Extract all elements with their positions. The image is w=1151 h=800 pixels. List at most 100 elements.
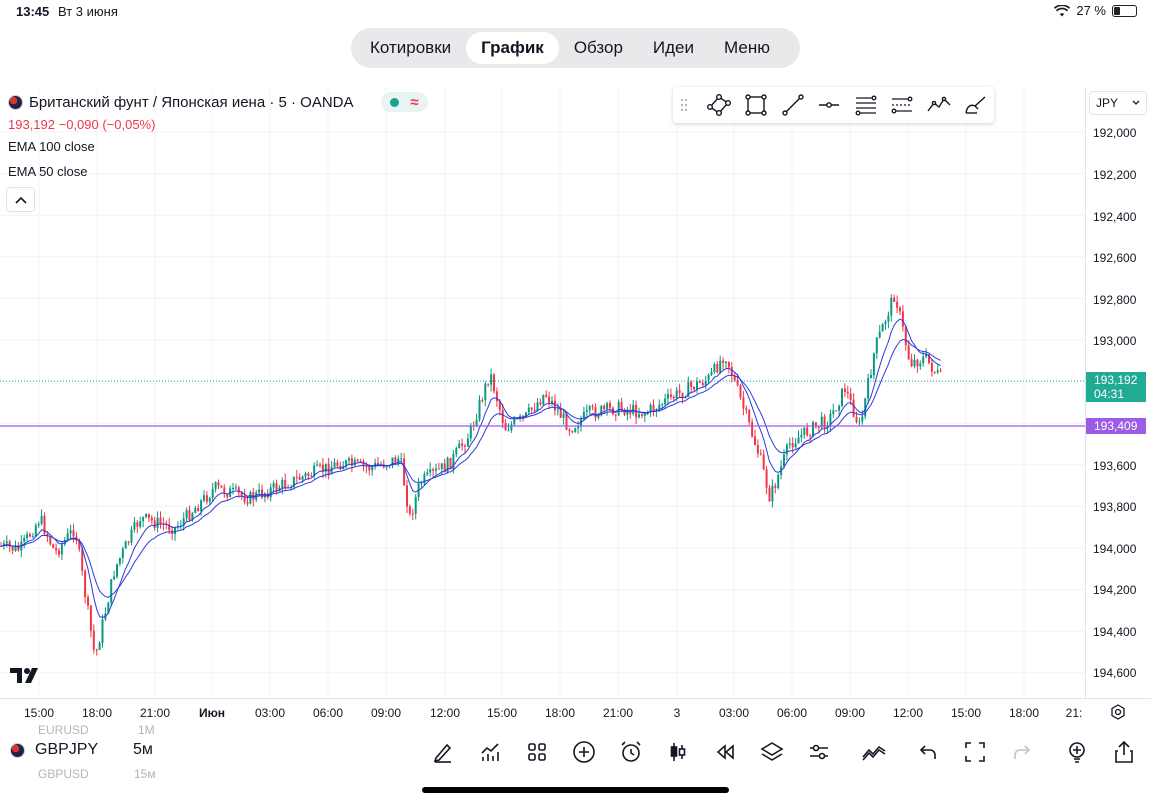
add-button[interactable] (570, 738, 598, 766)
candle-body (78, 540, 81, 550)
price-tick: 192,800 (1093, 293, 1137, 307)
candle-body (304, 473, 307, 477)
tab-overview[interactable]: Обзор (573, 38, 623, 57)
parallel-channel-tool[interactable] (884, 90, 921, 120)
current-price-label: 193,192 04:31 (1086, 372, 1146, 402)
fullscreen-button[interactable] (961, 738, 989, 766)
rectangle-tool[interactable] (738, 90, 775, 120)
candle-body (849, 393, 852, 400)
candle-body (440, 463, 443, 469)
trend-line-tool[interactable] (774, 90, 811, 120)
compare-lines-icon (862, 745, 886, 761)
candle-body (26, 534, 29, 538)
candle-body (774, 485, 777, 488)
interval-selector[interactable]: 5м (133, 741, 153, 758)
pencil-icon (433, 743, 452, 763)
time-tick: 03:00 (254, 706, 286, 720)
price-tick: 193,800 (1093, 500, 1137, 514)
collapse-legend-button[interactable] (6, 187, 35, 212)
fib-retracement-tool[interactable] (847, 90, 884, 120)
object-tree-button[interactable] (758, 738, 786, 766)
alert-button[interactable] (617, 738, 645, 766)
time-tick: 09:00 (834, 706, 866, 720)
candle-body (124, 541, 127, 549)
chart-type-button[interactable] (664, 738, 692, 766)
candle-body (765, 469, 768, 488)
compare-button[interactable] (860, 738, 888, 766)
symbol-legend[interactable]: Британский фунт / Японская иена · 5 · OA… (8, 94, 354, 111)
brush-icon (965, 96, 986, 114)
candle-body (391, 457, 394, 466)
undo-button[interactable] (914, 738, 942, 766)
tab-ideas[interactable]: Идеи (652, 38, 695, 57)
time-tick: 21: (1065, 706, 1083, 720)
undo-icon (919, 745, 936, 759)
candle-body (420, 483, 423, 485)
drag-handle-icon[interactable] (679, 97, 689, 113)
candle-body (806, 427, 809, 436)
candle-body (588, 406, 591, 411)
candle-body (501, 409, 504, 424)
time-tick: 06:00 (776, 706, 808, 720)
candle-body (864, 398, 867, 417)
candle-body (185, 510, 188, 519)
replay-button[interactable] (711, 738, 739, 766)
candle-body (452, 454, 455, 470)
settings-button[interactable] (805, 738, 833, 766)
candle-body (159, 517, 162, 524)
chart-settings-icon[interactable] (1110, 704, 1126, 720)
candle-body (368, 466, 371, 471)
brush-tool[interactable] (957, 90, 994, 120)
candle-body (553, 400, 556, 411)
candle-body (545, 394, 548, 397)
indicators-button[interactable] (476, 738, 504, 766)
tab-chart[interactable]: График (466, 32, 559, 64)
candle-body (896, 301, 899, 308)
current-price-value: 193,192 (1094, 373, 1138, 387)
currency-selector[interactable]: JPY (1089, 91, 1147, 115)
candle-body (814, 422, 817, 427)
market-status-badge[interactable]: ≈ (381, 92, 428, 112)
candle-body (884, 321, 887, 325)
candle-body (495, 391, 498, 402)
candle-body (916, 359, 919, 367)
candle-body (690, 382, 693, 387)
price-axis[interactable] (1085, 88, 1151, 698)
candle-body (719, 360, 722, 373)
candle-body (490, 374, 493, 385)
price-tick: 192,400 (1093, 210, 1137, 224)
tab-quotes[interactable]: Котировки (370, 38, 452, 57)
candle-body (681, 392, 684, 398)
candle-body (469, 425, 472, 439)
price-tick: 193,600 (1093, 459, 1137, 473)
pattern-tool[interactable] (921, 90, 958, 120)
candle-body (614, 414, 617, 416)
time-axis[interactable] (0, 698, 1151, 726)
candle-body (522, 415, 524, 417)
tab-menu[interactable]: Меню (724, 38, 770, 57)
candle-body (116, 563, 118, 577)
candle-body (870, 375, 872, 378)
candle-body (69, 530, 72, 534)
candle-body (353, 459, 356, 466)
share-button[interactable] (1110, 738, 1138, 766)
candle-body (887, 315, 890, 322)
redo-button[interactable] (1008, 738, 1036, 766)
candle-body (565, 413, 568, 430)
time-tick: 21:00 (139, 706, 171, 720)
candle-body (292, 476, 295, 488)
indicator-ema100[interactable]: EMA 100 close (8, 139, 95, 154)
pattern-icon (927, 96, 951, 112)
tradingview-logo-icon[interactable] (10, 665, 42, 691)
draw-button[interactable] (429, 738, 457, 766)
ideas-button[interactable] (1063, 738, 1091, 766)
indicator-ema50[interactable]: EMA 50 close (8, 164, 88, 179)
price-chart[interactable] (0, 88, 1085, 698)
candle-body (237, 487, 240, 493)
candle-body (81, 549, 84, 571)
layouts-button[interactable] (523, 738, 551, 766)
candle-body (406, 485, 408, 507)
node-path-tool[interactable] (701, 90, 738, 120)
symbol-selector[interactable]: GBPJPY (10, 741, 98, 759)
horizontal-ray-tool[interactable] (811, 90, 848, 120)
